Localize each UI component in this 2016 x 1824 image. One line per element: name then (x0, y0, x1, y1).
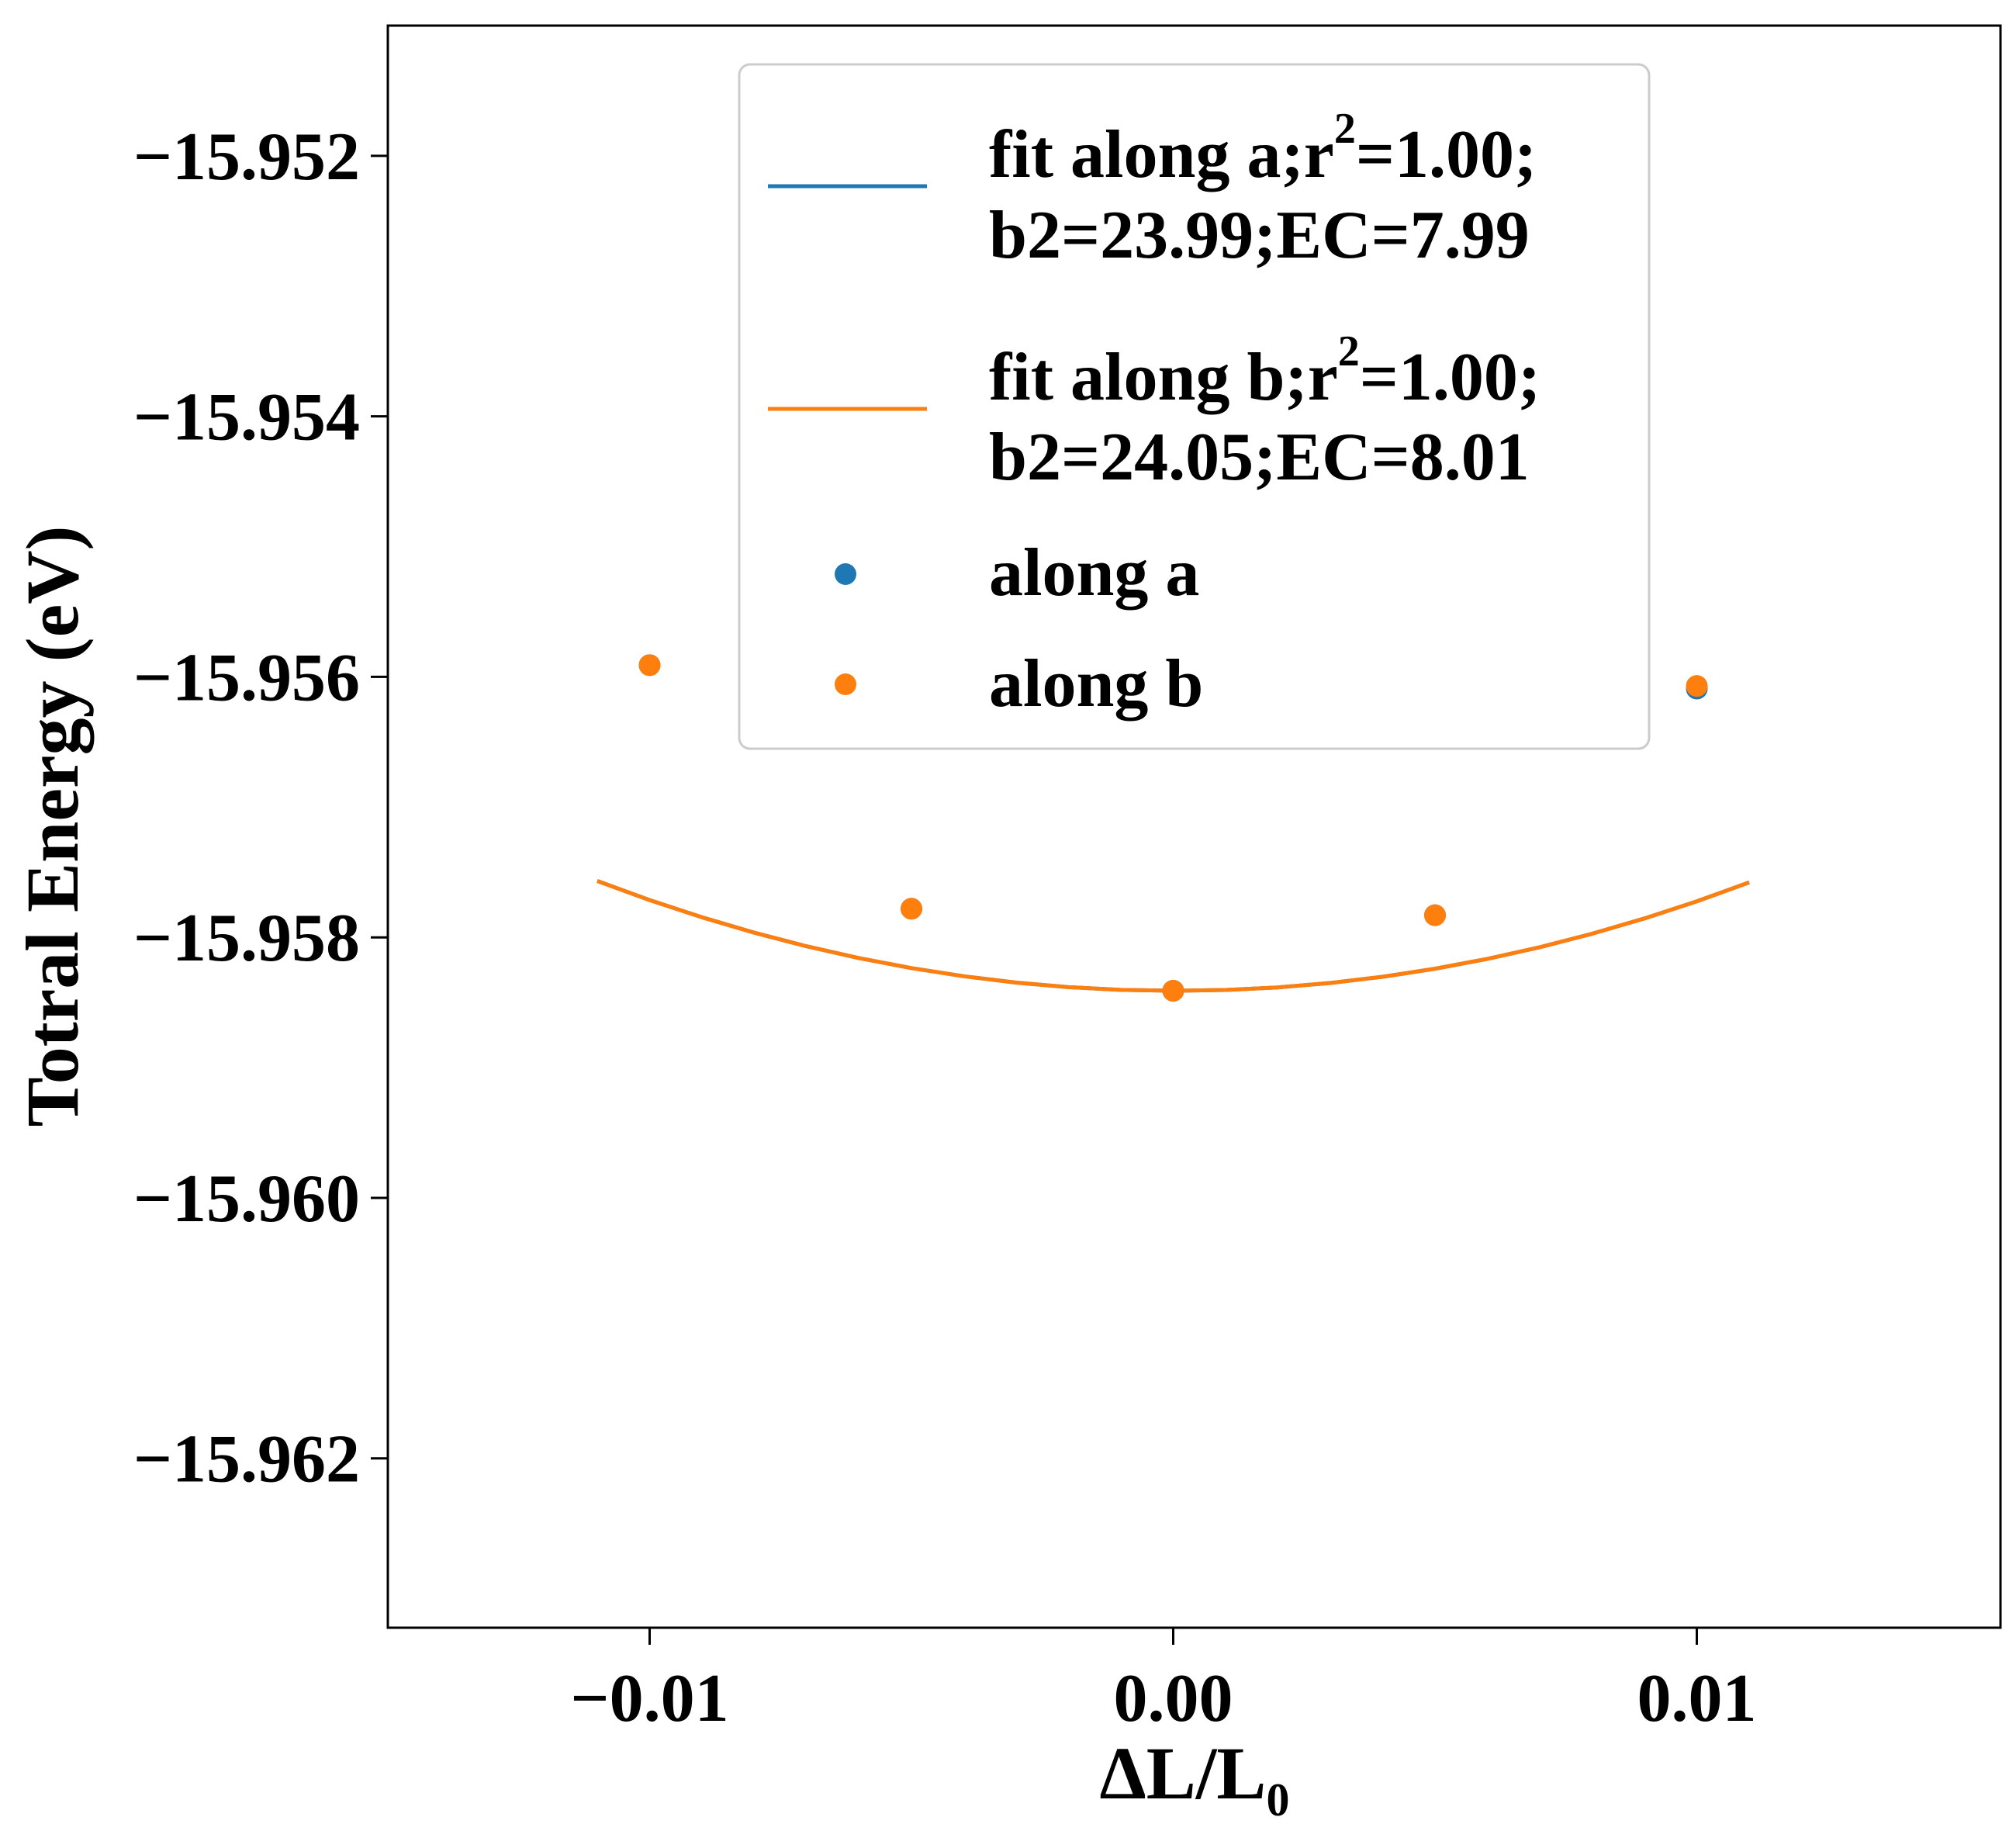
y-tick-label: −15.960 (133, 1161, 360, 1237)
data-point-series-3 (638, 654, 661, 677)
plot-content (597, 654, 1750, 1002)
legend-label-along-a: along a (989, 535, 1199, 611)
legend-label-fit-b-line2: b2=24.05;EC=8.01 (989, 420, 1530, 495)
legend-marker-along-b (835, 673, 856, 695)
legend-fit-b-text-end: =1.00; (1360, 340, 1541, 415)
x-axis-label-subscript: 0 (1266, 1774, 1289, 1824)
y-tick-label: −15.952 (133, 119, 360, 195)
plot-frame (386, 24, 2002, 1629)
x-axis-label-main: ΔL/L (1100, 1732, 1267, 1815)
legend-fit-a-text: fit along a;r (989, 117, 1334, 192)
data-point-series-3 (901, 898, 922, 920)
legend-fit-b-text: fit along b;r (989, 340, 1338, 415)
legend-label-fit-b: fit along b;r2=1.00; (989, 327, 1541, 415)
legend: fit along a;r2=1.00; b2=23.99;EC=7.99 fi… (738, 63, 1651, 750)
data-point-series-3 (1162, 980, 1184, 1002)
y-tick-label: −15.958 (133, 901, 360, 976)
y-tick-label: −15.956 (133, 640, 360, 715)
legend-box (738, 63, 1651, 750)
y-tick-label: −15.954 (133, 380, 360, 455)
x-tick-label: 0.00 (1114, 1661, 1233, 1736)
legend-fit-a-superscript: 2 (1334, 105, 1356, 153)
legend-fit-b-superscript: 2 (1338, 327, 1360, 376)
y-tick-label: −15.962 (133, 1422, 360, 1497)
legend-label-fit-a-line2: b2=23.99;EC=7.99 (989, 198, 1530, 273)
legend-label-fit-a: fit along a;r2=1.00; (989, 105, 1537, 192)
legend-marker-along-a (835, 563, 856, 585)
y-axis-ticks: −15.952 −15.954 −15.956 −15.958 −15.960 −15.9… (133, 119, 388, 1497)
data-point-series-3 (1424, 904, 1446, 926)
y-axis-label: Totral Energy (eV) (11, 526, 94, 1127)
x-tick-label: −0.01 (570, 1661, 728, 1736)
x-axis-ticks: −0.01 0.00 0.01 (570, 1628, 1757, 1736)
legend-label-along-b: along b (989, 646, 1203, 722)
data-point-series-3 (1686, 675, 1708, 697)
x-tick-label: 0.01 (1637, 1661, 1757, 1736)
x-axis-label: ΔL/L0 (1100, 1732, 1290, 1824)
legend-fit-a-text-end: =1.00; (1356, 117, 1537, 192)
